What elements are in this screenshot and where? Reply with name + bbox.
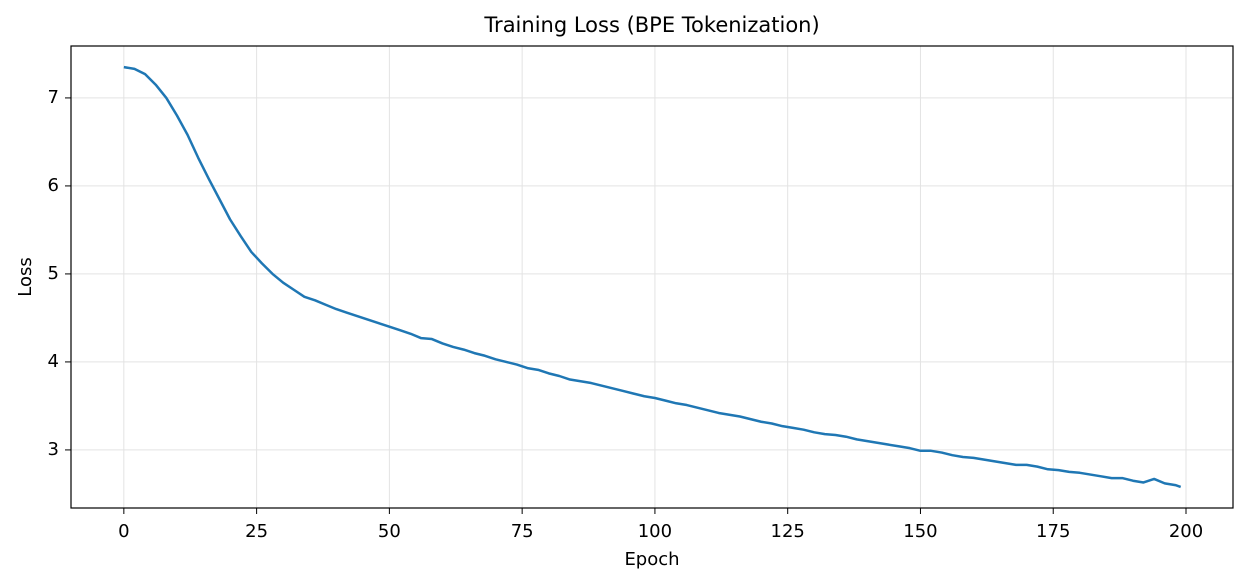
x-tick-label: 100	[638, 521, 672, 542]
y-tick-label: 4	[48, 351, 59, 372]
x-tick-label: 150	[903, 521, 937, 542]
y-tick-label: 6	[48, 175, 59, 196]
x-tick-label: 125	[771, 521, 805, 542]
y-tick-label: 3	[48, 439, 59, 460]
x-tick-label: 75	[511, 521, 534, 542]
x-tick-label: 0	[118, 521, 129, 542]
y-tick-label: 7	[48, 87, 59, 108]
x-axis-label: Epoch	[624, 549, 679, 570]
y-tick-label: 5	[48, 263, 59, 284]
plot-frame	[70, 45, 1234, 509]
x-tick-label: 175	[1036, 521, 1070, 542]
y-axis-label: Loss	[15, 257, 36, 296]
line	[123, 65, 1182, 489]
x-tick-label: 25	[245, 521, 268, 542]
x-tick-label: 200	[1169, 521, 1203, 542]
x-tick-label: 50	[378, 521, 401, 542]
chart-title: Training Loss (BPE Tokenization)	[483, 13, 819, 37]
